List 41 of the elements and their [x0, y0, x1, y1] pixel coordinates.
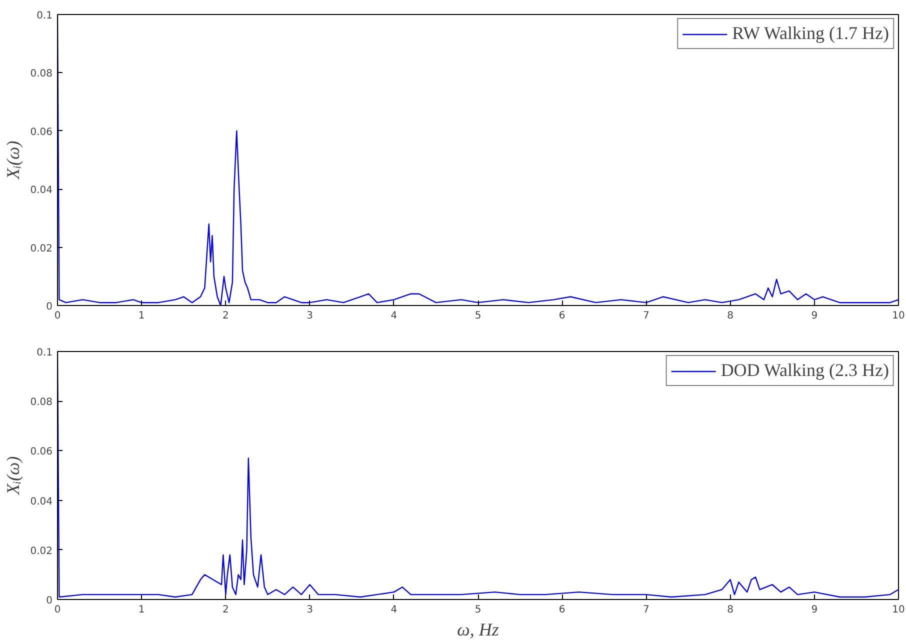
x-tick-label: 1 [138, 310, 145, 322]
x-tick-label: 9 [811, 310, 818, 322]
y-tick-label: 0.02 [30, 243, 52, 254]
x-tick-label: 9 [811, 604, 818, 616]
y-tick-label: 0.04 [30, 185, 52, 196]
x-tick-label: 7 [643, 604, 650, 616]
y-tick-label: 0 [46, 596, 53, 606]
x-tick-label: 7 [643, 310, 650, 322]
y-axis-title: Xᵢ(ω) [3, 140, 24, 180]
x-tick-label: 4 [390, 310, 398, 322]
x-tick-label: 4 [390, 604, 398, 616]
x-tick-label: 2 [222, 310, 229, 322]
y-tick-label: 0.04 [30, 496, 52, 508]
x-tick-label: 2 [222, 604, 229, 616]
y-tick-label: 0.1 [36, 348, 53, 358]
line-series [58, 352, 898, 598]
x-tick-label: 3 [306, 310, 313, 322]
x-tick-label: 5 [474, 604, 482, 616]
y-tick-label: 0.06 [30, 446, 52, 458]
x-tick-label: 0 [54, 310, 61, 322]
legend-label: DOD Walking (2.3 Hz) [720, 360, 889, 381]
x-tick-label: 6 [558, 604, 566, 616]
y-tick-label: 0.08 [30, 68, 52, 80]
y-tick-label: 0 [46, 302, 53, 312]
x-tick-label: 0 [54, 604, 61, 616]
legend-label: RW Walking (1.7 Hz) [732, 23, 889, 44]
x-tick-label: 8 [727, 310, 734, 322]
x-tick-label: 8 [727, 604, 734, 616]
x-tick-label: 1 [138, 604, 145, 616]
line-series [58, 14, 898, 306]
x-tick-label: 10 [892, 310, 905, 322]
x-tick-label: 5 [474, 310, 482, 322]
y-tick-label: 0.06 [30, 126, 52, 138]
y-tick-label: 0.02 [30, 546, 52, 557]
y-tick-label: 0.08 [30, 397, 52, 408]
x-tick-label: 3 [306, 604, 313, 616]
y-axis-title: Xᵢ(ω) [3, 456, 24, 496]
x-tick-label: 6 [558, 310, 566, 322]
x-tick-label: 10 [892, 604, 905, 616]
y-tick-label: 0.1 [36, 10, 53, 22]
x-axis-title: ω, Hz [457, 620, 499, 640]
